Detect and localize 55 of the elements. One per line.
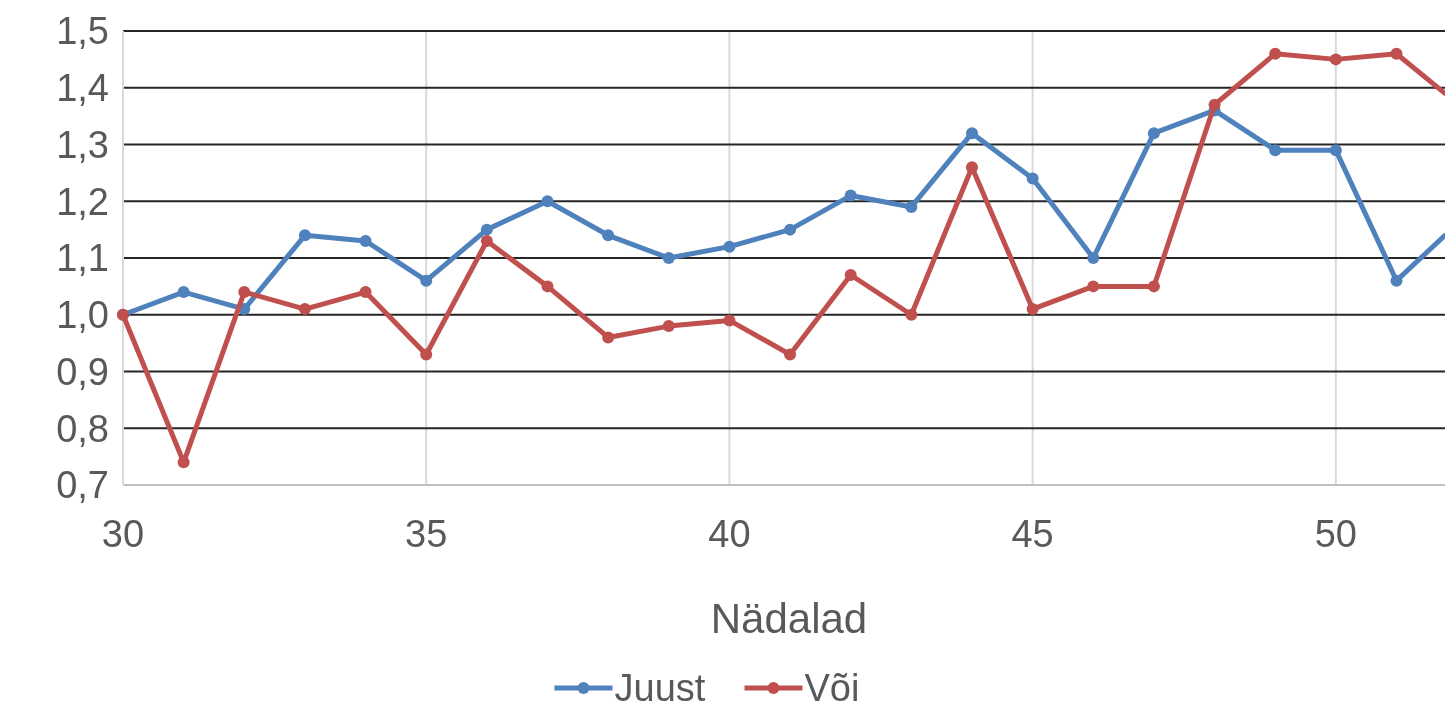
x-tick-label: 40 [708,513,751,555]
point [541,280,554,293]
point [1390,47,1403,60]
point [602,229,615,242]
legend-label: Juust [614,667,706,710]
x-tick-label: 30 [101,513,145,555]
y-tick-label: 0,9 [56,350,109,393]
point [359,234,372,247]
point [359,286,372,299]
point [1147,127,1160,140]
point [905,200,918,213]
point [541,195,554,208]
point [420,348,433,361]
point [1329,53,1342,66]
point [1087,280,1100,293]
point [723,240,736,253]
point [602,331,615,344]
y-tick-label: 1,4 [56,67,109,110]
legend-label: Või [804,667,860,710]
point [1147,280,1160,293]
point [965,127,978,140]
point [1269,144,1282,157]
point [784,223,797,236]
x-tick-label: 50 [1314,513,1357,555]
point [177,286,190,299]
point [905,308,918,321]
point [1390,274,1403,287]
y-tick-label: 0,8 [56,407,109,450]
point [420,274,433,287]
point [298,303,311,316]
point [480,223,493,236]
y-tick-label: 1,3 [56,123,109,166]
point [238,286,251,299]
point [298,229,311,242]
x-tick-label: 35 [405,513,448,555]
point [1208,98,1221,111]
point [480,234,493,247]
point [844,189,857,202]
y-tick-label: 1,5 [56,10,109,53]
point [723,314,736,327]
point [662,320,675,333]
y-tick-label: 1,1 [56,237,109,280]
point [662,252,675,264]
point [1026,303,1039,316]
point [1087,252,1100,264]
point [844,269,857,282]
y-tick-label: 1,0 [56,294,109,337]
y-tick-label: 1,2 [56,180,109,223]
point [784,348,797,361]
point [1269,47,1282,60]
point [1026,172,1039,185]
x-axis-title: Nädalad [710,595,868,642]
x-tick-label: 45 [1011,513,1054,555]
point [1329,144,1342,157]
y-tick-label: 0,7 [56,464,109,507]
